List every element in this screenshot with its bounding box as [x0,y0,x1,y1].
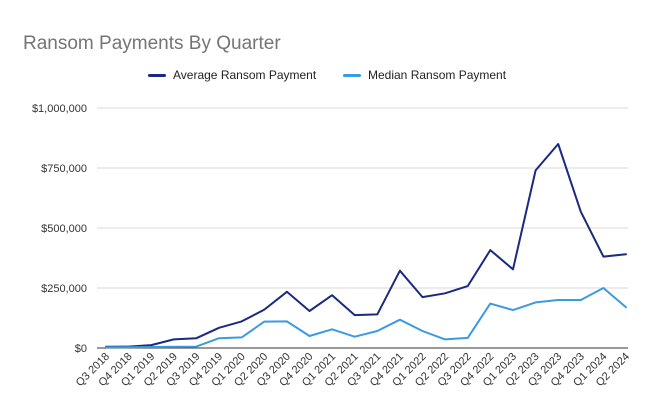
y-tick-label: $500,000 [41,223,87,235]
y-tick-label: $250,000 [41,283,87,295]
chart-title: Ransom Payments By Quarter [23,33,281,54]
y-tick-label: $750,000 [41,163,87,175]
legend-label-median: Median Ransom Payment [368,68,507,82]
legend-item-average: Average Ransom Payment [148,68,316,82]
y-tick-label: $0 [75,343,87,355]
legend-label-average: Average Ransom Payment [173,68,317,82]
legend-swatch-median [343,73,361,77]
series-line-median [105,287,627,349]
legend-item-median: Median Ransom Payment [343,68,506,82]
legend: Average Ransom Payment Median Ransom Pay… [0,68,650,88]
series-line-average [105,143,627,348]
y-tick-label: $1,000,000 [32,103,87,115]
legend-swatch-average [148,73,166,77]
